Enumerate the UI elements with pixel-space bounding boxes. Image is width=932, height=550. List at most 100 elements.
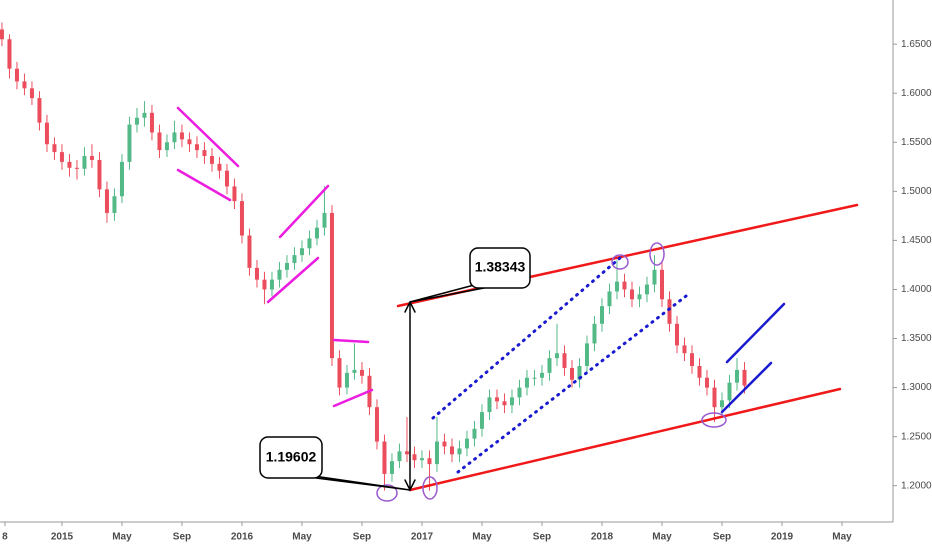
flag-line bbox=[176, 168, 232, 202]
candle-body bbox=[689, 353, 694, 366]
candle-body bbox=[382, 441, 387, 474]
candle-body bbox=[374, 407, 379, 442]
x-tick-label: 8 bbox=[2, 532, 8, 543]
candle-body bbox=[157, 132, 162, 151]
callout-label: 1.19602 bbox=[266, 449, 317, 465]
candle-body bbox=[547, 358, 552, 373]
candle-body bbox=[127, 124, 132, 162]
candle-body bbox=[464, 438, 469, 449]
candle-body bbox=[277, 269, 282, 280]
x-tick-label: May bbox=[472, 532, 492, 543]
candle-body bbox=[217, 163, 222, 171]
candle-body bbox=[269, 279, 274, 290]
candle-body bbox=[659, 269, 664, 300]
callout-pointer bbox=[299, 473, 411, 491]
candle-body bbox=[44, 122, 49, 145]
highlight-circle bbox=[376, 484, 398, 502]
candle-body bbox=[734, 369, 739, 383]
candle-body bbox=[719, 400, 724, 408]
candle-body bbox=[134, 117, 139, 125]
candle-body bbox=[509, 397, 514, 406]
plot-area bbox=[0, 22, 747, 491]
candle-body bbox=[314, 227, 319, 239]
x-tick-label: Sep bbox=[713, 532, 731, 543]
candle-body bbox=[29, 88, 34, 99]
candle-body bbox=[412, 454, 417, 461]
candle-body bbox=[457, 448, 462, 455]
candle-body bbox=[449, 446, 454, 455]
y-tick-label: 1.35000 bbox=[901, 333, 932, 344]
candle-body bbox=[599, 306, 604, 324]
candle-body bbox=[104, 189, 109, 213]
candle-body bbox=[389, 461, 394, 474]
flag-line bbox=[278, 184, 330, 239]
y-tick-label: 1.60000 bbox=[901, 88, 932, 99]
callout-box bbox=[259, 436, 323, 479]
candle-body bbox=[224, 170, 229, 187]
candle-body bbox=[614, 281, 619, 292]
candle-body bbox=[142, 112, 147, 118]
candle-body bbox=[562, 353, 567, 368]
candle-body bbox=[712, 387, 717, 408]
candle-body bbox=[554, 353, 559, 359]
y-tick-label: 1.30000 bbox=[901, 382, 932, 393]
y-tick-label: 1.25000 bbox=[901, 431, 932, 442]
candle-body bbox=[472, 428, 477, 439]
candle-body bbox=[644, 284, 649, 295]
candle-body bbox=[202, 150, 207, 157]
candle-body bbox=[119, 161, 124, 197]
candle-body bbox=[479, 412, 484, 429]
candle-body bbox=[307, 238, 312, 249]
candle-body bbox=[232, 186, 237, 202]
candle-body bbox=[329, 212, 334, 359]
candle-body bbox=[22, 81, 27, 89]
candle-body bbox=[284, 262, 289, 270]
highlight-circle bbox=[649, 242, 665, 266]
x-tick-label: May bbox=[292, 532, 312, 543]
candle-body bbox=[434, 441, 439, 465]
candle-body bbox=[299, 248, 304, 256]
highlight-circle bbox=[701, 412, 727, 428]
x-tick-label: 2019 bbox=[771, 532, 794, 543]
candle-body bbox=[419, 458, 424, 461]
candle-body bbox=[404, 451, 409, 455]
flag-line bbox=[176, 106, 240, 168]
y-tick-label: 1.40000 bbox=[901, 284, 932, 295]
callout-label: 1.38343 bbox=[475, 259, 526, 275]
candle-body bbox=[74, 167, 79, 169]
candle-body bbox=[359, 369, 364, 376]
callout-box bbox=[469, 247, 531, 289]
y-tick-label: 1.55000 bbox=[901, 137, 932, 148]
candle-body bbox=[584, 343, 589, 366]
candle-body bbox=[262, 279, 267, 290]
candle-body bbox=[569, 367, 574, 380]
candle-body bbox=[397, 451, 402, 462]
candle-body bbox=[652, 269, 657, 285]
candle-body bbox=[704, 377, 709, 388]
y-tick-label: 1.65000 bbox=[901, 39, 932, 50]
candle-body bbox=[247, 235, 252, 268]
candle-body bbox=[539, 372, 544, 378]
candle-body bbox=[487, 397, 492, 413]
x-tick-label: May bbox=[652, 532, 672, 543]
candle-body bbox=[149, 112, 154, 133]
x-tick-label: 2017 bbox=[411, 532, 434, 543]
candle-body bbox=[322, 212, 327, 228]
dotted-lower bbox=[456, 291, 692, 474]
candle-body bbox=[637, 294, 642, 300]
x-tick-label: Sep bbox=[353, 532, 371, 543]
candle-body bbox=[67, 161, 72, 168]
candle-body bbox=[239, 201, 244, 236]
x-tick-label: 2018 bbox=[591, 532, 614, 543]
candle-body bbox=[254, 267, 259, 280]
candle-body bbox=[179, 132, 184, 140]
candle-body bbox=[517, 387, 522, 398]
candle-body bbox=[89, 156, 94, 160]
candle-body bbox=[742, 369, 747, 386]
candle-body bbox=[337, 358, 342, 388]
candle-body bbox=[682, 345, 687, 354]
candle-body bbox=[194, 144, 199, 151]
candle-body bbox=[442, 441, 447, 447]
flag-line bbox=[332, 388, 374, 408]
